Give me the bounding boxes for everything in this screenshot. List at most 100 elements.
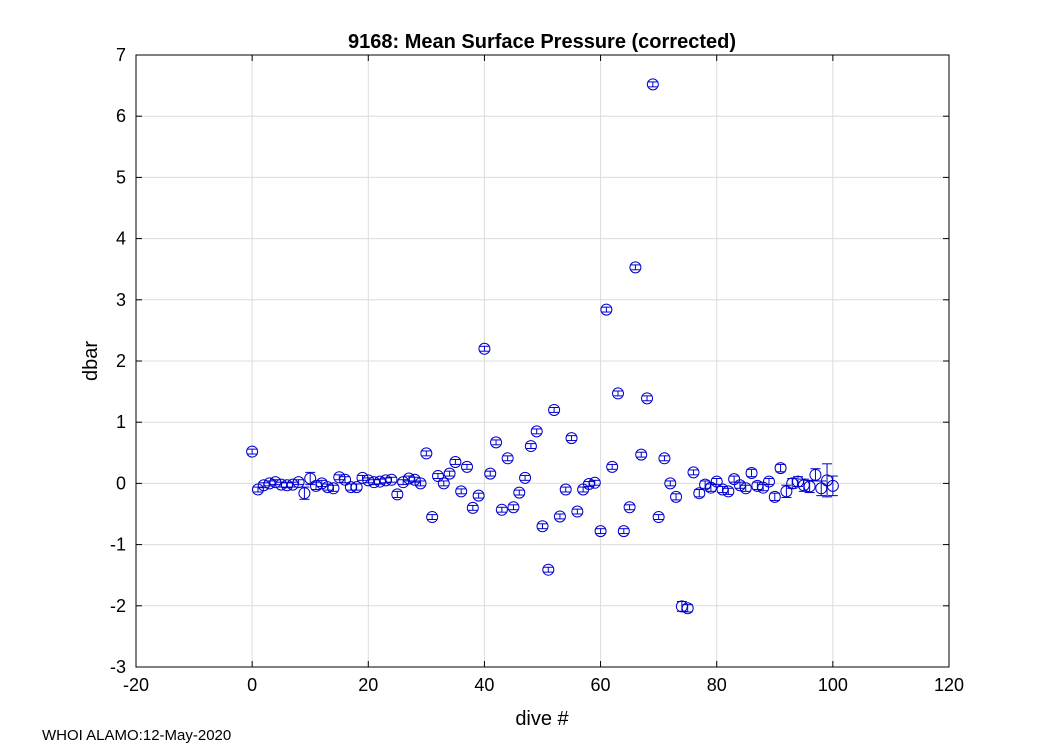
point-marker bbox=[426, 511, 439, 524]
point-marker bbox=[304, 472, 317, 485]
data-point bbox=[426, 511, 439, 524]
point-marker bbox=[501, 452, 514, 465]
point-marker bbox=[507, 501, 520, 514]
data-point bbox=[478, 342, 491, 355]
point-marker bbox=[478, 342, 491, 355]
point-marker bbox=[466, 501, 479, 514]
data-point bbox=[513, 486, 526, 499]
data-point bbox=[635, 448, 648, 461]
point-marker bbox=[385, 473, 398, 486]
data-point bbox=[716, 483, 729, 496]
point-marker bbox=[408, 473, 421, 486]
point-marker bbox=[722, 485, 735, 498]
y-axis-label: dbar bbox=[80, 341, 102, 381]
x-tick-label: 100 bbox=[818, 675, 848, 695]
data-point bbox=[420, 447, 433, 460]
data-point bbox=[501, 452, 514, 465]
y-tick-label: 3 bbox=[116, 290, 126, 310]
point-marker bbox=[437, 477, 450, 490]
data-point bbox=[553, 510, 566, 523]
point-marker bbox=[571, 505, 584, 518]
data-point bbox=[809, 468, 822, 482]
x-tick-label: 40 bbox=[474, 675, 494, 695]
point-marker bbox=[542, 563, 555, 576]
data-point bbox=[437, 477, 450, 490]
data-point bbox=[385, 473, 398, 486]
footer-stamp: WHOI ALAMO:12-May-2020 bbox=[42, 727, 232, 744]
data-point bbox=[530, 425, 543, 438]
data-point bbox=[524, 440, 537, 453]
point-marker bbox=[397, 476, 410, 489]
data-point bbox=[826, 475, 839, 497]
y-tick-label: 0 bbox=[116, 473, 126, 493]
data-point bbox=[339, 473, 352, 486]
axis-ticks: -20 0 20 40 60 80 100 120 -3 -2 -1 0 1 2 3 4 5 6 7 bbox=[110, 45, 964, 695]
data-point bbox=[519, 471, 532, 484]
point-marker bbox=[664, 477, 677, 490]
data-point bbox=[443, 467, 456, 480]
x-axis-label: dive # bbox=[515, 708, 569, 730]
point-marker bbox=[768, 490, 781, 503]
y-tick-label: 2 bbox=[116, 351, 126, 371]
data-point bbox=[449, 455, 462, 468]
data-point bbox=[292, 476, 305, 489]
point-marker bbox=[803, 480, 816, 493]
y-tick-label: 4 bbox=[116, 229, 126, 249]
point-marker bbox=[559, 483, 572, 496]
point-marker bbox=[339, 473, 352, 486]
point-marker bbox=[687, 466, 700, 479]
y-tick-label: 7 bbox=[116, 45, 126, 65]
x-tick-label: 80 bbox=[707, 675, 727, 695]
data-point bbox=[548, 403, 561, 416]
data-point bbox=[780, 484, 793, 498]
point-marker bbox=[495, 503, 508, 516]
data-point bbox=[774, 462, 787, 475]
point-marker bbox=[652, 511, 665, 524]
data-point bbox=[617, 525, 630, 538]
point-marker bbox=[762, 475, 775, 488]
y-tick-label: 5 bbox=[116, 167, 126, 187]
data-point bbox=[815, 480, 828, 497]
point-marker bbox=[658, 452, 671, 465]
point-marker bbox=[600, 303, 613, 316]
point-marker bbox=[826, 479, 839, 492]
data-point bbox=[542, 563, 555, 576]
data-point bbox=[606, 460, 619, 473]
data-point bbox=[762, 475, 775, 488]
data-point bbox=[646, 78, 659, 91]
data-point bbox=[327, 482, 340, 495]
data-point bbox=[414, 477, 427, 490]
x-tick-label: -20 bbox=[123, 675, 149, 695]
point-marker bbox=[298, 487, 311, 500]
data-point bbox=[588, 476, 601, 489]
point-marker bbox=[809, 468, 822, 481]
y-tick-label: -3 bbox=[110, 657, 126, 677]
y-tick-label: -1 bbox=[110, 535, 126, 555]
data-point bbox=[611, 387, 624, 400]
chart-title: 9168: Mean Surface Pressure (corrected) bbox=[348, 31, 736, 53]
data-point bbox=[739, 482, 752, 495]
point-marker bbox=[391, 488, 404, 501]
point-marker bbox=[693, 487, 706, 500]
point-marker bbox=[565, 432, 578, 445]
point-marker bbox=[530, 425, 543, 438]
point-marker bbox=[246, 445, 259, 458]
data-point bbox=[246, 445, 259, 458]
data-point bbox=[298, 486, 311, 500]
data-point bbox=[461, 460, 474, 473]
grid bbox=[135, 54, 950, 668]
data-point bbox=[687, 466, 700, 479]
x-tick-label: 120 bbox=[934, 675, 964, 695]
data-point bbox=[803, 479, 816, 494]
point-marker bbox=[524, 440, 537, 453]
point-marker bbox=[350, 481, 363, 494]
y-tick-label: 6 bbox=[116, 106, 126, 126]
point-marker bbox=[420, 447, 433, 460]
data-point bbox=[629, 261, 642, 274]
data-point bbox=[571, 505, 584, 518]
data-point bbox=[722, 485, 735, 498]
data-point bbox=[304, 471, 317, 486]
data-point bbox=[472, 489, 485, 502]
data-point bbox=[431, 470, 444, 483]
point-marker bbox=[292, 476, 305, 489]
